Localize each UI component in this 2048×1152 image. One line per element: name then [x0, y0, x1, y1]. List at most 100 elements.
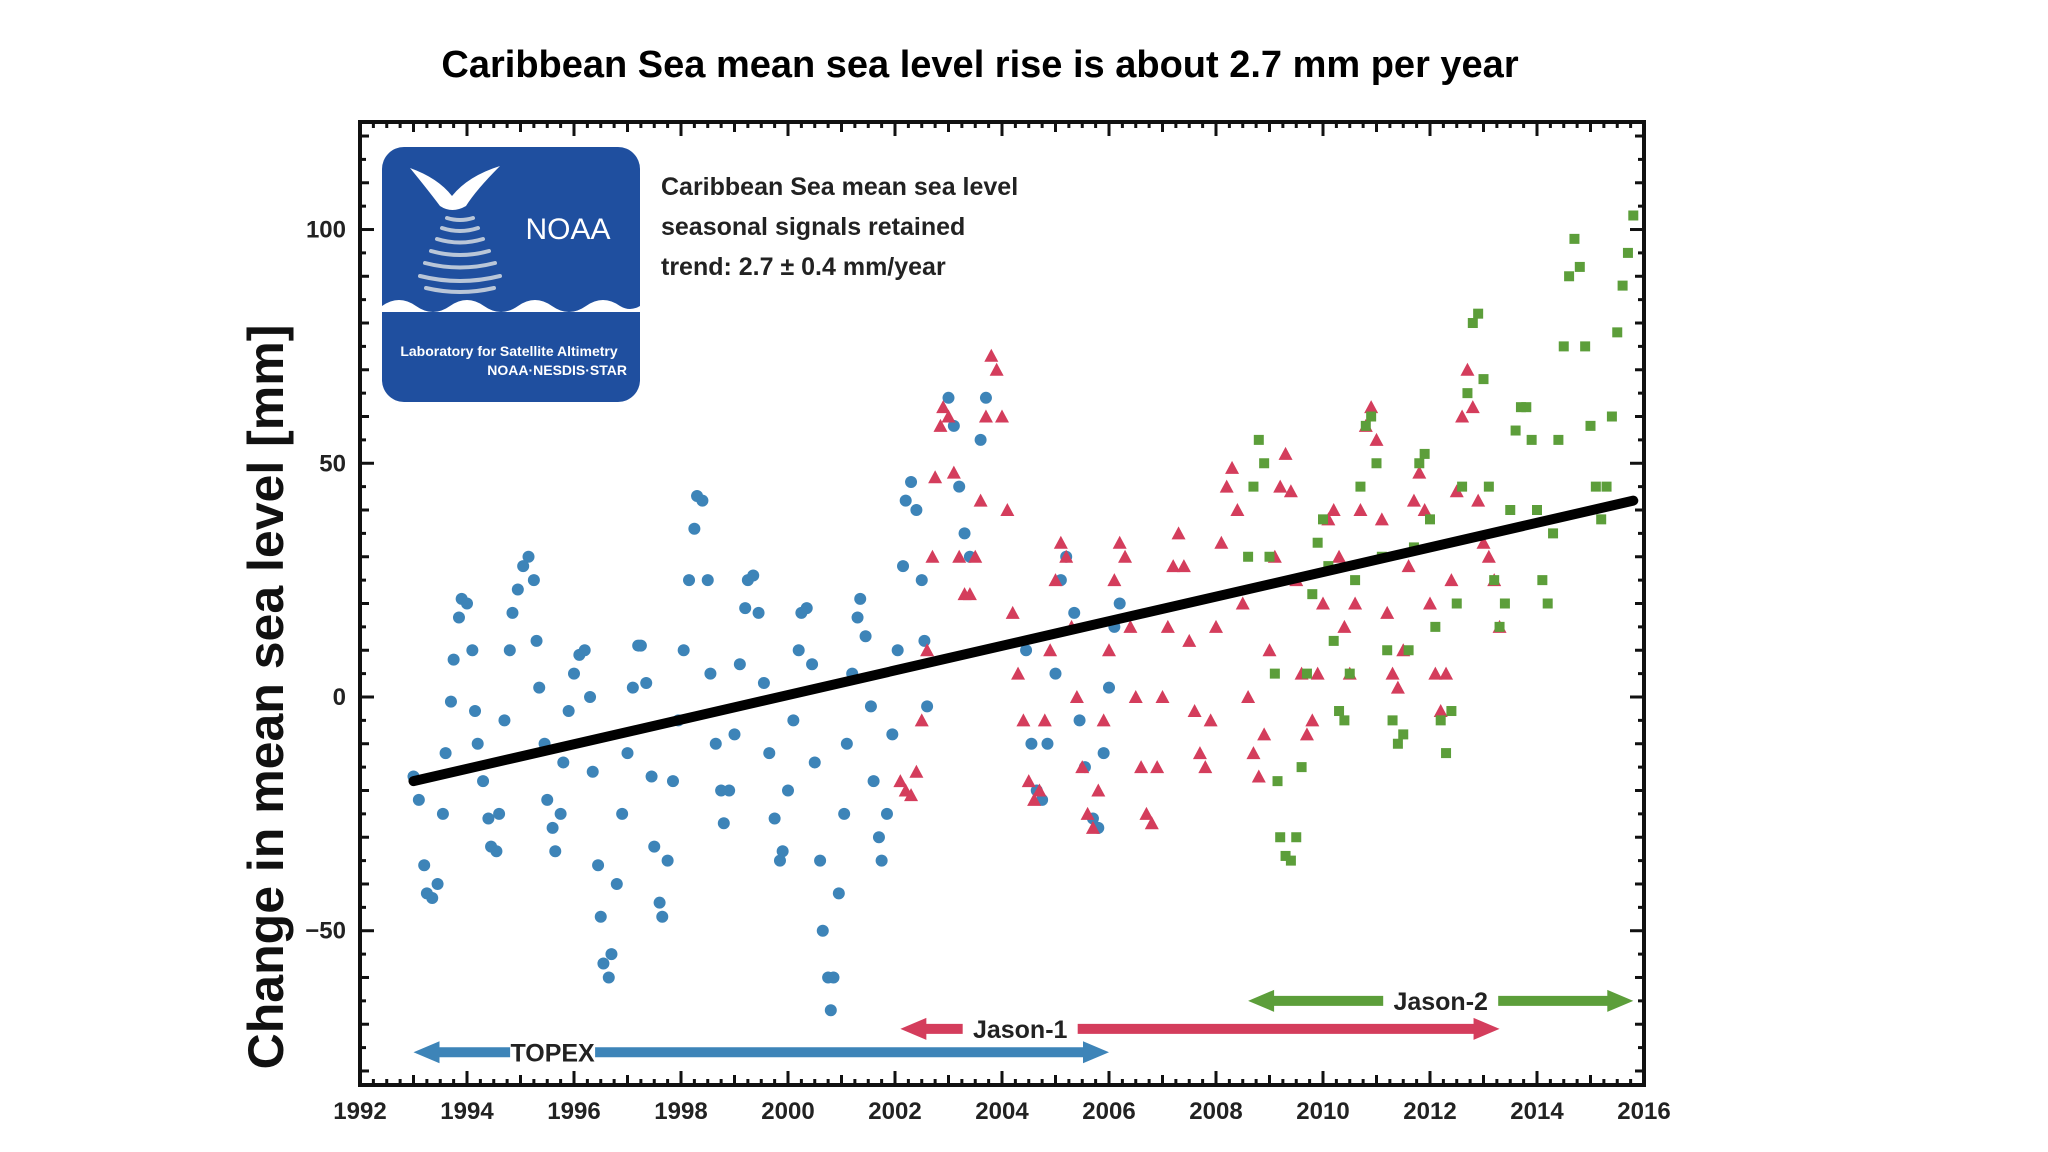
data-point	[880, 807, 893, 820]
data-point	[1558, 341, 1569, 352]
data-point	[1499, 598, 1510, 609]
data-point	[1580, 341, 1591, 352]
data-point	[1590, 481, 1601, 492]
annotation-line2: seasonal signals retained	[661, 213, 965, 241]
data-point	[469, 705, 482, 718]
x-tick-label: 2008	[1189, 1098, 1242, 1125]
data-point	[701, 574, 714, 587]
mission-arrow	[413, 1041, 1109, 1064]
data-point	[605, 948, 618, 961]
data-point	[1457, 481, 1468, 492]
data-point	[1449, 484, 1464, 498]
data-point	[1102, 643, 1116, 657]
data-point	[806, 658, 819, 671]
data-point	[1301, 668, 1312, 679]
data-point	[904, 788, 919, 802]
data-point	[1419, 448, 1430, 459]
data-point	[1380, 605, 1395, 619]
data-point	[1414, 458, 1425, 469]
series-jason-1	[893, 348, 1507, 834]
data-point	[1203, 713, 1218, 727]
data-point	[1037, 713, 1052, 727]
data-point	[832, 887, 845, 900]
y-axis-label: Change in mean sea level [mm]	[238, 325, 294, 1070]
data-point	[1628, 210, 1639, 221]
data-point	[899, 494, 912, 507]
data-point	[439, 747, 452, 760]
data-point	[1192, 746, 1207, 760]
mission-layer: TOPEX Jason-1 Jason-2	[413, 986, 1634, 1067]
data-point	[747, 569, 760, 582]
data-point	[1481, 549, 1496, 563]
data-point	[941, 409, 956, 423]
data-point	[1219, 479, 1234, 493]
data-point	[1182, 633, 1197, 647]
data-point	[933, 418, 948, 432]
data-point	[530, 634, 543, 647]
data-point	[1478, 374, 1489, 385]
data-point	[1339, 715, 1350, 726]
data-point	[592, 859, 605, 872]
data-point	[517, 560, 530, 573]
data-point	[1433, 704, 1448, 718]
data-point	[936, 400, 951, 414]
data-point	[891, 644, 904, 657]
data-point	[1246, 746, 1261, 760]
data-point	[1259, 458, 1270, 469]
data-point	[554, 807, 567, 820]
data-point	[773, 854, 786, 867]
data-point	[533, 681, 546, 694]
data-point	[1312, 537, 1323, 548]
data-point	[816, 924, 829, 937]
data-point	[1011, 666, 1026, 680]
data-point	[1112, 535, 1127, 549]
data-point	[1473, 308, 1484, 319]
data-point	[1392, 738, 1403, 749]
data-point	[1016, 713, 1031, 727]
mission-label: TOPEX	[510, 1039, 595, 1067]
data-point	[602, 971, 615, 984]
data-point	[1107, 573, 1122, 587]
data-point	[1097, 747, 1110, 760]
data-point	[557, 756, 570, 769]
data-point	[872, 831, 885, 844]
data-point	[918, 634, 931, 647]
data-point	[1150, 760, 1165, 774]
data-point	[1096, 713, 1111, 727]
data-point	[1366, 411, 1377, 422]
data-point	[1612, 327, 1623, 338]
data-point	[875, 854, 888, 867]
data-point	[974, 433, 987, 446]
data-point	[1505, 505, 1516, 516]
data-point	[1273, 479, 1288, 493]
data-point	[1385, 666, 1400, 680]
data-point	[1041, 737, 1054, 750]
data-point	[1283, 484, 1298, 498]
data-point	[717, 817, 730, 830]
data-point	[962, 587, 977, 601]
mission-label: Jason-2	[1393, 988, 1487, 1016]
data-point	[511, 583, 524, 596]
data-point	[431, 877, 444, 890]
data-point	[1439, 666, 1454, 680]
data-point	[466, 644, 479, 657]
data-point	[1214, 535, 1229, 549]
data-point	[973, 493, 988, 507]
x-tick-label: 2010	[1296, 1098, 1349, 1125]
data-point	[1382, 645, 1393, 656]
data-point	[1428, 666, 1443, 680]
noaa-logo: NOAA Laboratory for Satellite Altimetry …	[382, 147, 640, 402]
data-point	[1387, 715, 1398, 726]
x-tick-label: 1992	[333, 1098, 386, 1125]
signal-waves-icon	[418, 216, 502, 294]
annotation-line3: trend: 2.7 ± 0.4 mm/year	[661, 253, 946, 281]
data-point	[549, 845, 562, 858]
data-point	[1027, 792, 1042, 806]
data-point	[1355, 481, 1366, 492]
data-point	[704, 667, 717, 680]
data-point	[527, 574, 540, 587]
data-point	[947, 419, 960, 432]
data-point	[1068, 606, 1081, 619]
y-tick-labels: 100 50 0 −50	[305, 217, 346, 945]
